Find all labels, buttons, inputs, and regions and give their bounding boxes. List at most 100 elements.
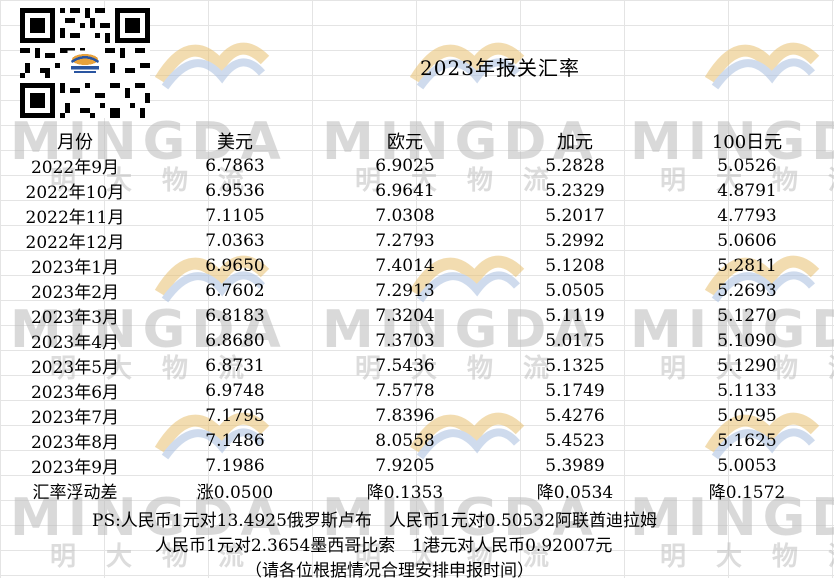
table-cell: 2022年12月 — [25, 233, 125, 253]
column-header: 欧元 — [387, 131, 423, 153]
table-cell: 5.1208 — [545, 255, 605, 276]
note-line-1: PS:人民币1元对13.4925俄罗斯卢布 人民币1元对0.50532阿联酋迪拉… — [92, 511, 658, 531]
table-cell: 7.9205 — [375, 455, 435, 476]
table-row: 2023年4月 6.8680 7.3703 5.0175 5.1090 — [0, 328, 834, 354]
table-cell: 2023年9月 — [30, 458, 120, 478]
table-cell: 6.9650 — [205, 255, 265, 276]
table-cell: 5.0505 — [545, 280, 605, 301]
table-header-row: 月份 美元 欧元 加元 100日元 — [0, 128, 834, 153]
table-cell: 5.4276 — [545, 405, 605, 426]
table-cell: 6.8680 — [205, 330, 265, 351]
table-cell: 7.4014 — [375, 255, 435, 276]
table-cell: 2023年6月 — [30, 383, 120, 403]
table-cell: 6.7863 — [205, 155, 265, 176]
column-header: 100日元 — [711, 131, 783, 153]
table-cell: 7.0363 — [205, 230, 265, 251]
table-cell: 2023年5月 — [30, 358, 120, 378]
table-cell: 7.3703 — [375, 330, 435, 351]
watermark-logo-icon — [704, 42, 820, 90]
table-cell: 7.0308 — [375, 205, 435, 226]
table-row: 2023年6月 6.9748 7.5778 5.1749 5.1133 — [0, 378, 834, 404]
table-row: 2023年2月 6.7602 7.2913 5.0505 5.2693 — [0, 278, 834, 304]
table-cell: 7.1486 — [205, 430, 265, 451]
table-cell: 6.9748 — [205, 380, 265, 401]
table-cell: 2022年10月 — [25, 183, 125, 203]
table-cell: 5.1119 — [545, 305, 605, 326]
table-cell: 2023年1月 — [30, 258, 120, 278]
table-cell: 5.0053 — [717, 455, 777, 476]
table-cell: 6.7602 — [205, 280, 265, 301]
table-cell: 2022年9月 — [30, 158, 120, 178]
table-cell: 6.9025 — [375, 155, 435, 176]
table-row: 2023年8月 7.1486 8.0558 5.4523 5.1625 — [0, 428, 834, 454]
table-cell: 5.1270 — [717, 305, 777, 326]
note-line-2: 人民币1元对2.3654墨西哥比索 1港元对人民币0.92007元 — [155, 536, 613, 556]
table-cell: 2023年4月 — [30, 333, 120, 353]
table-cell: 5.2828 — [545, 155, 605, 176]
table-cell: 8.0558 — [375, 430, 435, 451]
table-cell: 5.2329 — [545, 180, 605, 201]
watermark-logo-icon — [154, 42, 270, 90]
table-cell: 7.2793 — [375, 230, 435, 251]
table-cell: 5.1133 — [717, 380, 777, 401]
table-cell: 5.0795 — [717, 405, 777, 426]
table-cell: 降0.1572 — [708, 483, 786, 503]
table-cell: 7.1795 — [205, 405, 265, 426]
exchange-rate-table: 月份 美元 欧元 加元 100日元 2022年9月 6.7863 6.9025 5.2… — [0, 128, 834, 504]
table-cell: 5.0526 — [717, 155, 777, 176]
table-cell: 降0.0534 — [536, 483, 614, 503]
table-body: 2022年9月 6.7863 6.9025 5.2828 5.0526 2022年10月 6… — [0, 153, 834, 479]
column-header: 加元 — [557, 131, 593, 153]
table-row: 2023年1月 6.9650 7.4014 5.1208 5.2811 — [0, 253, 834, 279]
table-cell: 2023年3月 — [30, 308, 120, 328]
table-row: 2023年5月 6.8731 7.5436 5.1325 5.1290 — [0, 353, 834, 379]
table-cell: 5.2017 — [545, 205, 605, 226]
table-cell: 7.5778 — [375, 380, 435, 401]
table-row: 2023年3月 6.8183 7.3204 5.1119 5.1270 — [0, 303, 834, 329]
table-row: 2022年12月 7.0363 7.2793 5.2992 5.0606 — [0, 228, 834, 254]
table-cell: 5.1090 — [717, 330, 777, 351]
table-cell: 5.2811 — [717, 255, 777, 276]
table-cell: 6.8731 — [205, 355, 265, 376]
table-row: 2022年9月 6.7863 6.9025 5.2828 5.0526 — [0, 153, 834, 179]
fluctuation-row: 汇率浮动差 涨0.0500 降0.1353 降0.0534 降0.1572 — [0, 478, 834, 503]
table-row: 2022年11月 7.1105 7.0308 5.2017 4.7793 — [0, 203, 834, 229]
table-cell: 2022年11月 — [25, 208, 125, 228]
table-row: 2023年9月 7.1986 7.9205 5.3989 5.0053 — [0, 453, 834, 479]
column-header: 美元 — [217, 131, 253, 153]
column-header: 月份 — [57, 131, 93, 153]
table-row: 2022年10月 6.9536 6.9641 5.2329 4.8791 — [0, 178, 834, 204]
table-cell: 5.2693 — [717, 280, 777, 301]
table-cell: 5.1625 — [717, 430, 777, 451]
table-cell: 7.5436 — [375, 355, 435, 376]
table-cell: 2023年7月 — [30, 408, 120, 428]
watermark-text: 明大物流 — [660, 542, 834, 572]
table-cell: 5.1290 — [717, 355, 777, 376]
table-cell: 涨0.0500 — [196, 483, 274, 503]
table-cell: 汇率浮动差 — [32, 483, 118, 503]
table-cell: 7.1105 — [205, 205, 265, 226]
table-row: 2023年7月 7.1795 7.8396 5.4276 5.0795 — [0, 403, 834, 429]
table-cell: 4.8791 — [717, 180, 777, 201]
table-cell: 6.8183 — [205, 305, 265, 326]
table-cell: 降0.1353 — [366, 483, 444, 503]
table-cell: 5.3989 — [545, 455, 605, 476]
table-cell: 2023年8月 — [30, 433, 120, 453]
table-cell: 7.3204 — [375, 305, 435, 326]
qr-code-icon — [20, 8, 150, 118]
table-cell: 7.2913 — [375, 280, 435, 301]
table-cell: 6.9641 — [375, 180, 435, 201]
table-cell: 4.7793 — [717, 205, 777, 226]
table-cell: 2023年2月 — [30, 283, 120, 303]
page-title: 2023年报关汇率 — [420, 56, 580, 80]
note-line-3: （请各位根据情况合理安排申报时间） — [245, 561, 534, 581]
table-cell: 5.1749 — [545, 380, 605, 401]
table-cell: 6.9536 — [205, 180, 265, 201]
table-cell: 5.0606 — [717, 230, 777, 251]
table-cell: 5.4523 — [545, 430, 605, 451]
table-cell: 7.8396 — [375, 405, 435, 426]
table-cell: 5.1325 — [545, 355, 605, 376]
table-cell: 5.2992 — [545, 230, 605, 251]
table-cell: 7.1986 — [205, 455, 265, 476]
table-cell: 5.0175 — [545, 330, 605, 351]
